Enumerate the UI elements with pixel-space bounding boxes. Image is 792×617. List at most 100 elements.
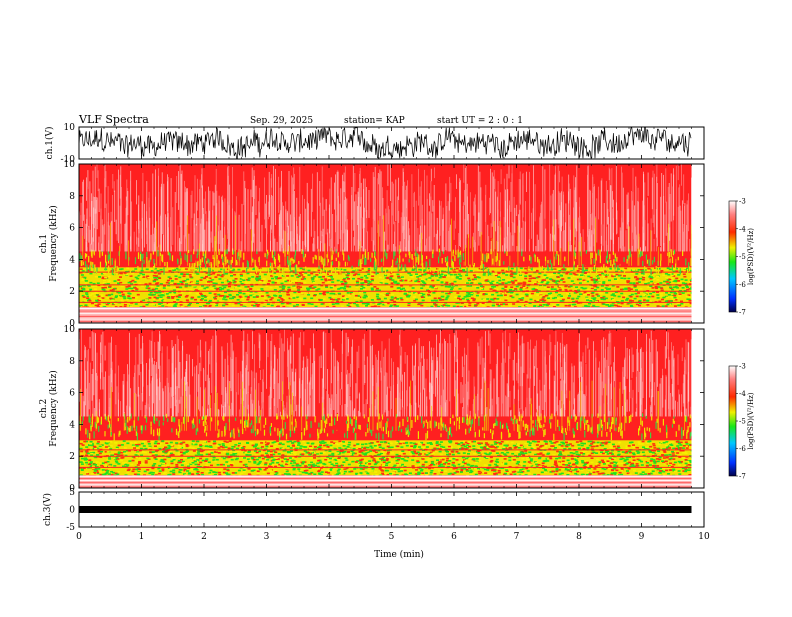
spectrogram-pixel xyxy=(549,278,552,280)
spectrogram-pixel xyxy=(575,286,578,288)
spectrogram-streak xyxy=(609,168,610,181)
spectrogram-pixel xyxy=(552,304,555,306)
spectrogram-pixel xyxy=(345,262,346,267)
spectrogram-pixel xyxy=(293,462,296,464)
spectrogram-pixel xyxy=(514,288,517,290)
spectrogram-pixel xyxy=(586,453,589,455)
spectrogram-streak xyxy=(319,181,320,206)
spectrogram-pixel xyxy=(646,298,649,300)
spectrogram-pixel xyxy=(466,294,469,296)
spectrogram-pixel xyxy=(535,287,538,289)
spectrogram-pixel xyxy=(641,251,642,256)
spectrogram-streak xyxy=(654,239,655,252)
spectrogram-pixel xyxy=(226,454,229,456)
spectrogram-pixel xyxy=(498,280,501,282)
spectrogram-pixel xyxy=(420,287,423,289)
spectrogram-pixel xyxy=(371,289,374,291)
spectrogram-pixel xyxy=(551,286,554,288)
spectrogram-streak xyxy=(105,165,106,208)
spectrogram-streak xyxy=(366,187,367,218)
spectrogram-pixel xyxy=(439,277,442,279)
spectrogram-pixel xyxy=(396,261,397,265)
spectrogram-pixel xyxy=(648,296,651,298)
spectrogram-streak xyxy=(234,211,235,251)
spectrogram-pixel xyxy=(459,288,462,290)
spectrogram-pixel xyxy=(230,265,231,269)
spectrogram-pixel xyxy=(433,300,436,302)
spectrogram-streak xyxy=(130,236,131,251)
spectrogram-pixel xyxy=(532,288,535,290)
spectrogram-pixel xyxy=(265,285,268,287)
header-station: station= KAP xyxy=(344,116,405,126)
spectrogram-pixel xyxy=(557,276,560,278)
spectrogram-pixel xyxy=(477,269,480,271)
spectrogram-pixel xyxy=(605,298,608,300)
spectrogram-pixel xyxy=(584,281,587,283)
spectrogram-streak xyxy=(627,195,628,229)
spectrogram-pixel xyxy=(82,279,85,281)
spectrogram-streak xyxy=(206,211,207,251)
spectrogram-pixel xyxy=(645,281,648,283)
spectrogram-pixel xyxy=(296,264,297,269)
spectrogram-streak xyxy=(380,170,381,216)
spectrogram-streak xyxy=(304,199,305,245)
spectrogram-pixel xyxy=(313,257,314,263)
spectrogram-pixel xyxy=(168,303,171,305)
spectrogram-pixel xyxy=(573,273,576,275)
spectrogram-pixel xyxy=(597,278,600,280)
spectrogram-streak xyxy=(430,223,431,251)
spectrogram-pixel xyxy=(483,274,486,276)
spectrogram-pixel xyxy=(531,277,534,279)
spectrogram-streak xyxy=(275,239,276,252)
spectrogram-pixel xyxy=(504,286,507,288)
spectrogram-streak xyxy=(331,177,332,251)
spectrogram-pixel xyxy=(390,275,393,277)
spectrogram-pixel xyxy=(440,276,443,278)
spectrogram-pixel xyxy=(142,274,145,276)
spectrogram-pixel xyxy=(409,472,412,474)
spectrogram-pixel xyxy=(546,305,549,307)
spectrogram-pixel xyxy=(522,285,525,287)
spectrogram-streak xyxy=(412,174,413,251)
spectrogram-streak xyxy=(201,219,202,251)
spectrogram-pixel xyxy=(91,293,94,295)
spectrogram-streak xyxy=(442,219,443,251)
spectrogram-streak xyxy=(154,244,155,252)
spectrogram-pixel xyxy=(196,273,199,275)
spectrogram-streak xyxy=(252,168,253,198)
spectrogram-pixel xyxy=(79,286,82,288)
spectrogram-streak xyxy=(111,212,112,224)
spectrogram-streak xyxy=(245,198,246,251)
spectrogram-pixel xyxy=(264,298,267,300)
spectrogram-pixel xyxy=(141,285,144,287)
spectrogram-pixel xyxy=(376,265,377,269)
spectrogram-streak xyxy=(401,217,402,251)
spectrogram-pixel xyxy=(402,270,405,272)
spectrogram-pixel xyxy=(491,286,494,288)
spectrogram-pixel xyxy=(159,295,162,297)
spectrogram-pixel xyxy=(660,254,661,261)
spectrogram-pixel xyxy=(194,263,195,271)
spectrogram-pixel xyxy=(134,268,137,270)
spectrogram-pixel xyxy=(379,277,382,279)
spectrogram-pixel xyxy=(626,280,629,282)
spectrogram-pixel xyxy=(311,443,314,445)
spectrogram-streak xyxy=(120,166,121,223)
spectrogram-streak xyxy=(385,209,386,241)
spectrogram-pixel xyxy=(356,304,359,306)
spectrogram-streak xyxy=(214,193,215,206)
spectrogram-streak xyxy=(536,246,537,251)
spectrogram-pixel xyxy=(247,273,250,275)
spectrogram-pixel xyxy=(438,267,439,274)
spectrogram-pixel xyxy=(231,459,234,461)
spectrogram-pixel xyxy=(586,299,589,301)
spectrogram-pixel xyxy=(106,297,109,299)
spectrogram-pixel xyxy=(434,298,437,300)
spectrogram-pixel xyxy=(83,277,86,279)
spectrogram-pixel xyxy=(357,274,360,276)
spectrogram-pixel xyxy=(126,267,129,269)
spectrogram-pixel xyxy=(677,280,680,282)
spectrogram-pixel xyxy=(558,259,559,265)
spectrogram-pixel xyxy=(608,280,611,282)
spectrogram-pixel xyxy=(485,280,488,282)
